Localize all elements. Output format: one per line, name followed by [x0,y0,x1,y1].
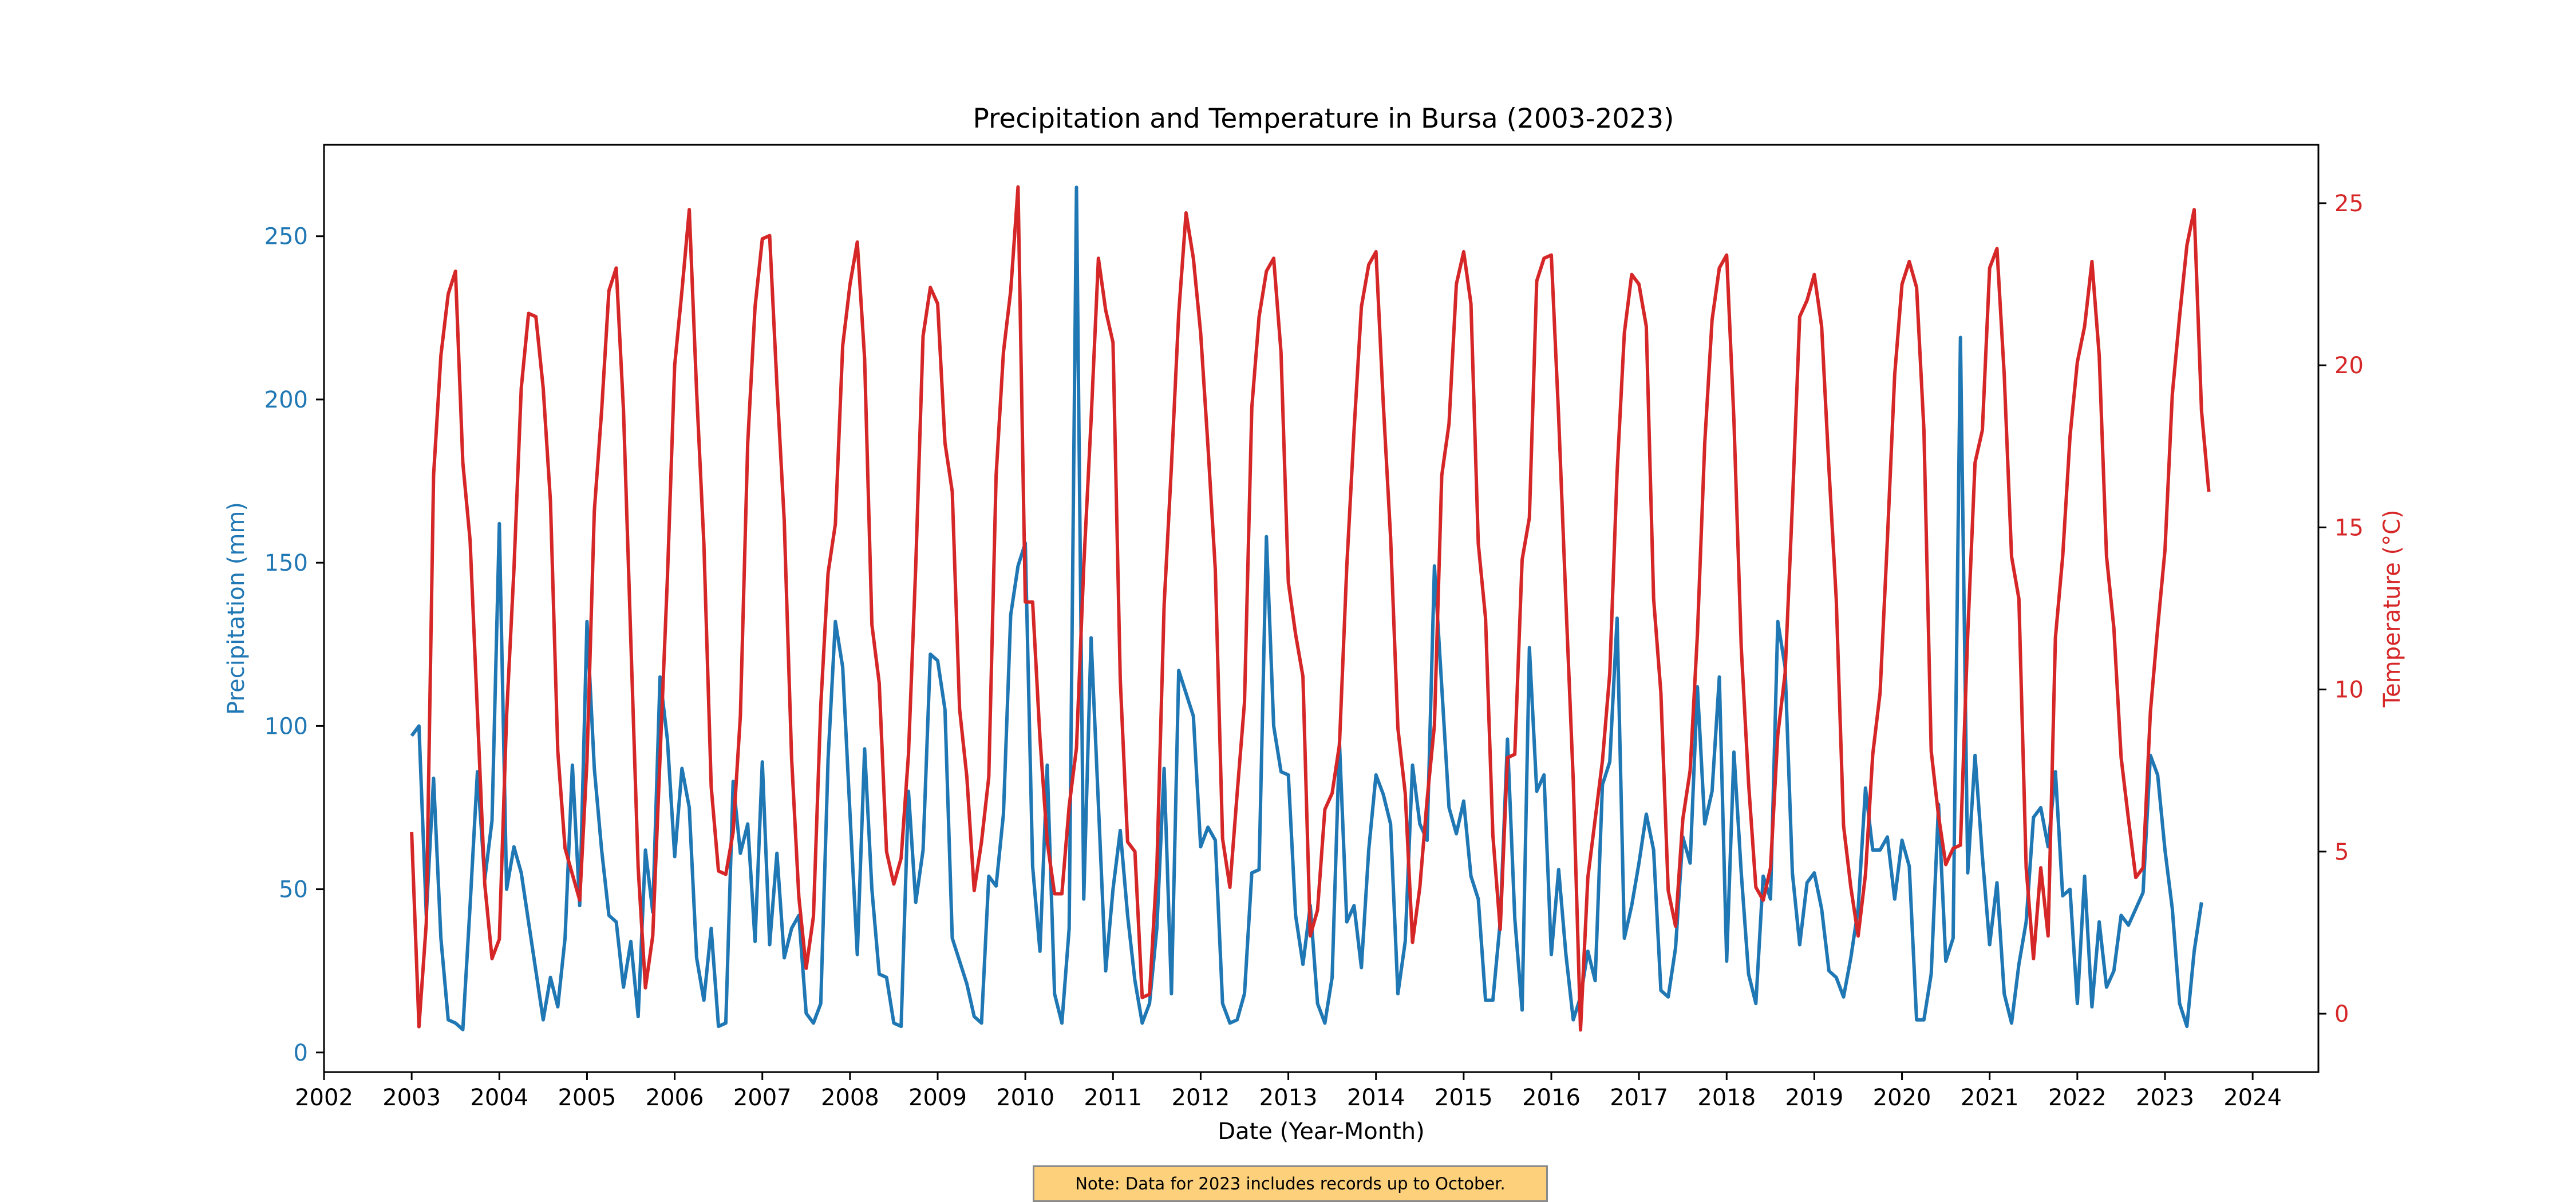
x-tick-label: 2013 [1259,1085,1318,1111]
left-y-tick-label: 0 [294,1040,308,1066]
right-y-tick-label: 15 [2334,515,2364,541]
x-tick-label: 2018 [1697,1085,1756,1111]
x-tick-label: 2009 [908,1085,967,1111]
x-tick-label: 2012 [1172,1085,1230,1111]
right-y-tick-label: 25 [2334,191,2364,217]
right-y-tick-label: 10 [2334,677,2364,703]
x-tick-label: 2020 [1873,1085,1931,1111]
x-tick-label: 2016 [1522,1085,1581,1111]
x-tick-label: 2011 [1084,1085,1142,1111]
left-y-tick-label: 50 [279,877,308,903]
left-y-tick-label: 250 [264,224,308,250]
x-tick-label: 2019 [1785,1085,1844,1111]
chart-title: Precipitation and Temperature in Bursa (… [973,103,1674,135]
x-tick-label: 2017 [1610,1085,1668,1111]
plot-frame [323,144,2320,1073]
right-y-tick-label: 5 [2334,839,2349,865]
x-tick-label: 2005 [558,1085,617,1111]
x-tick-label: 2010 [996,1085,1054,1111]
x-tick-label: 2008 [821,1085,879,1111]
precipitation-series [410,185,2203,1031]
x-tick-label: 2003 [382,1085,441,1111]
chart-note: Note: Data for 2023 includes records up … [1033,1165,1548,1202]
x-tick-label: 2006 [646,1085,704,1111]
x-axis: 2002 2003 2004 2005 2006 2007 2008 2009 2010 2011… [295,1072,2282,1111]
x-tick-label: 2002 [295,1085,353,1111]
x-tick-label: 2007 [733,1085,792,1111]
plot-area [323,144,2320,1073]
temperature-line [410,185,2211,1032]
x-tick-label: 2021 [1961,1085,2019,1111]
x-tick-label: 2004 [470,1085,528,1111]
right-y-axis: 0 5 10 15 20 25 [2318,191,2364,1027]
temperature-series [410,185,2211,1032]
left-y-tick-label: 200 [264,387,308,413]
left-y-axis: 0 50 100 150 200 250 [264,224,324,1066]
precipitation-line [410,185,2203,1031]
x-tick-label: 2022 [2048,1085,2107,1111]
x-tick-label: 2014 [1347,1085,1405,1111]
x-tick-label: 2024 [2223,1085,2282,1111]
right-y-tick-label: 20 [2334,353,2364,379]
right-y-tick-label: 0 [2334,1001,2349,1027]
x-axis-label: Date (Year-Month) [1218,1118,1424,1145]
right-y-axis-label: Temperature (°C) [2379,509,2405,707]
left-y-axis-label: Precipitation (mm) [223,502,250,715]
x-tick-label: 2023 [2136,1085,2194,1111]
x-tick-label: 2015 [1435,1085,1493,1111]
left-y-tick-label: 100 [264,713,308,740]
left-y-tick-label: 150 [264,550,308,576]
